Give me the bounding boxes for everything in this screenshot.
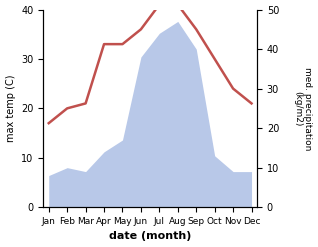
Y-axis label: max temp (C): max temp (C) bbox=[5, 75, 16, 142]
X-axis label: date (month): date (month) bbox=[109, 231, 191, 242]
Y-axis label: med. precipitation
(kg/m2): med. precipitation (kg/m2) bbox=[293, 67, 313, 150]
